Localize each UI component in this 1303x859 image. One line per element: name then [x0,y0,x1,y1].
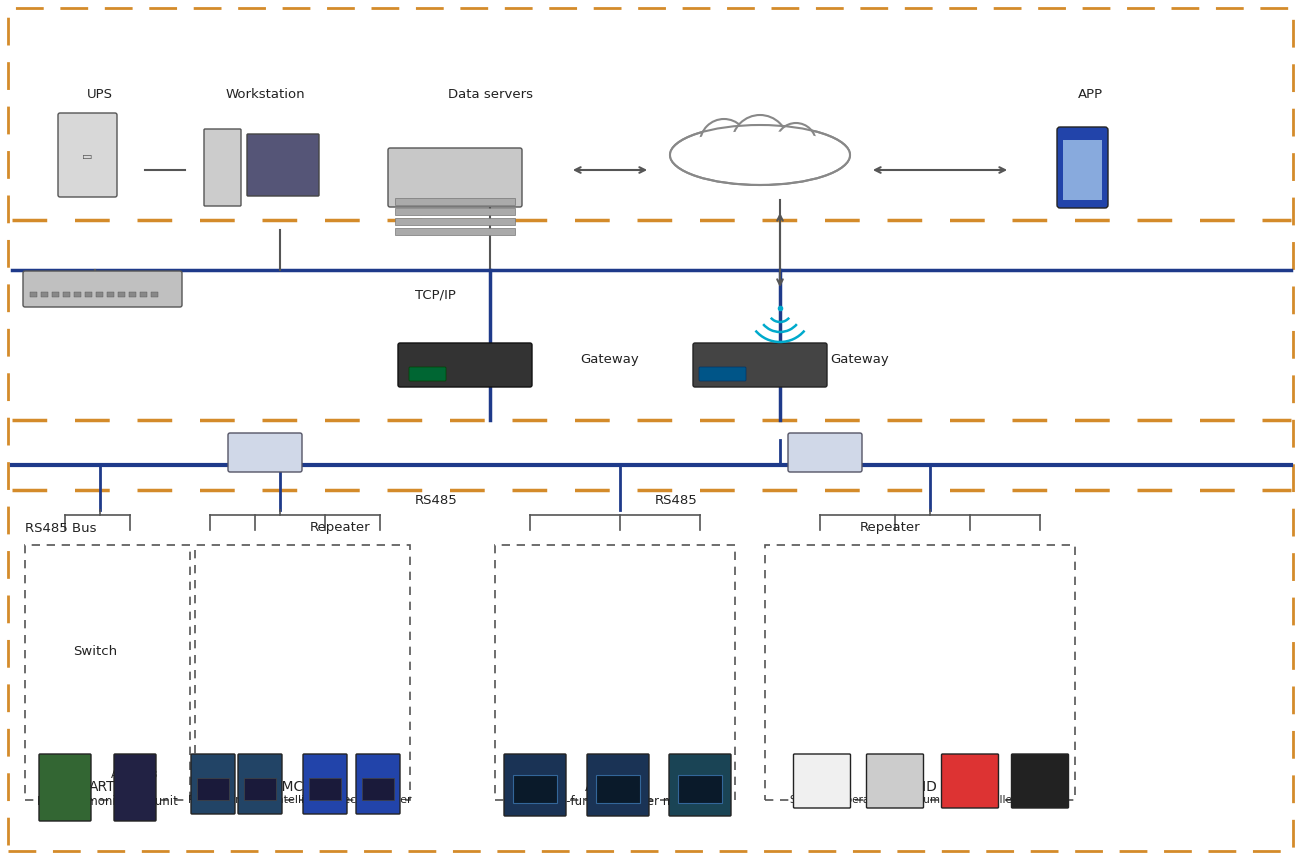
Bar [52,292,59,297]
Text: TCP/IP: TCP/IP [414,289,456,302]
Text: Smart temperature and humidity controller meter: Smart temperature and humidity controlle… [790,795,1050,805]
FancyBboxPatch shape [1011,754,1068,808]
FancyBboxPatch shape [395,228,515,235]
Text: PZ96L: PZ96L [309,770,341,780]
Text: WHD: WHD [903,780,937,794]
FancyBboxPatch shape [397,343,532,387]
Bar [25,545,190,800]
Bar [495,545,735,800]
Bar [195,545,410,800]
FancyBboxPatch shape [409,367,446,381]
Text: RS485: RS485 [655,494,697,507]
FancyBboxPatch shape [356,754,400,814]
Text: Remote monitoring unit: Remote monitoring unit [36,795,177,808]
Text: ARTU: ARTU [89,780,125,794]
Text: ▭: ▭ [82,152,93,162]
FancyBboxPatch shape [668,754,731,816]
Bar [40,292,48,297]
Bar [107,292,113,297]
Bar [85,292,93,297]
FancyBboxPatch shape [678,775,722,803]
Text: Workstation: Workstation [225,88,305,101]
FancyBboxPatch shape [395,198,515,205]
Bar [119,292,125,297]
FancyBboxPatch shape [244,778,276,800]
Text: WHD20R: WHD20R [872,770,919,780]
FancyBboxPatch shape [113,754,156,821]
Text: Repeater: Repeater [860,521,921,534]
FancyBboxPatch shape [788,433,863,472]
Circle shape [732,115,788,171]
Text: APM800: APM800 [679,770,721,780]
Bar [30,292,36,297]
Text: WHD46: WHD46 [803,770,842,780]
FancyBboxPatch shape [693,343,827,387]
FancyBboxPatch shape [197,778,229,800]
FancyBboxPatch shape [192,754,235,814]
FancyBboxPatch shape [23,271,182,307]
Bar [96,292,103,297]
Text: AMC72L: AMC72L [597,770,640,780]
Bar [63,292,70,297]
FancyBboxPatch shape [304,754,347,814]
Text: WHD48: WHD48 [1020,770,1059,780]
FancyBboxPatch shape [1063,140,1102,200]
Text: RS485 Bus: RS485 Bus [25,521,96,534]
FancyBboxPatch shape [39,754,91,821]
Circle shape [777,123,816,163]
Bar [765,545,1075,800]
FancyBboxPatch shape [395,218,515,225]
Circle shape [700,119,748,167]
Bar [129,292,136,297]
Ellipse shape [670,125,850,185]
Text: RS485: RS485 [414,494,457,507]
Text: AMC96L: AMC96L [192,770,235,780]
FancyBboxPatch shape [228,433,302,472]
Bar [151,292,158,297]
FancyBboxPatch shape [309,778,341,800]
Text: Programmable intelligent electric meter: Programmable intelligent electric meter [188,795,412,805]
FancyBboxPatch shape [395,208,515,215]
FancyBboxPatch shape [362,778,394,800]
Text: AMC72L: AMC72L [238,770,281,780]
Text: AMC/PZ: AMC/PZ [274,780,327,794]
Bar [74,292,81,297]
FancyBboxPatch shape [866,754,924,808]
Text: Gateway: Gateway [580,354,638,367]
FancyBboxPatch shape [388,148,523,207]
FancyBboxPatch shape [794,754,851,808]
FancyBboxPatch shape [513,775,556,803]
Text: ARTU-K32: ARTU-K32 [39,770,90,780]
Text: AMC/APM: AMC/APM [585,780,652,794]
Text: Gateway: Gateway [830,354,889,367]
FancyBboxPatch shape [238,754,281,814]
Bar [139,292,147,297]
Text: Switch: Switch [73,645,117,658]
Text: PZ72L: PZ72L [362,770,395,780]
FancyBboxPatch shape [595,775,640,803]
FancyBboxPatch shape [698,367,747,381]
Text: Multi-function power meter: Multi-function power meter [537,795,698,808]
Text: Cloud: Cloud [739,157,780,173]
FancyBboxPatch shape [1057,127,1108,208]
Text: Data servers: Data servers [447,88,533,101]
FancyBboxPatch shape [586,754,649,816]
FancyBboxPatch shape [248,134,319,196]
Text: APP: APP [1078,88,1102,101]
FancyBboxPatch shape [59,113,117,197]
Text: ARTU-KJ8: ARTU-KJ8 [111,770,159,780]
Text: UPS: UPS [87,88,113,101]
Text: WHD72: WHD72 [950,770,989,780]
FancyBboxPatch shape [942,754,998,808]
Ellipse shape [670,131,850,179]
FancyBboxPatch shape [504,754,566,816]
Text: Repeater: Repeater [310,521,370,534]
Text: AMC96L: AMC96L [513,770,556,780]
FancyBboxPatch shape [205,129,241,206]
